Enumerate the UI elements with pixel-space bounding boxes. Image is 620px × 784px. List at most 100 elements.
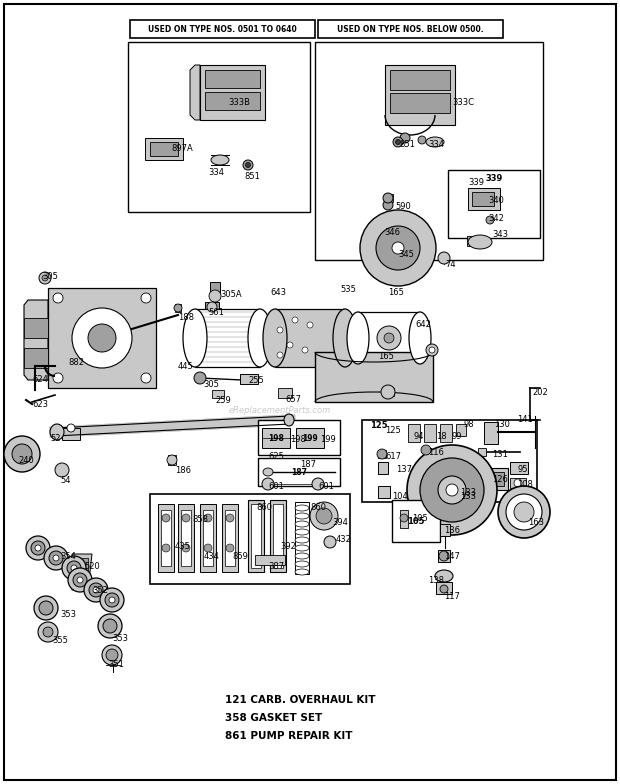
Circle shape: [246, 162, 250, 168]
Text: 240: 240: [18, 456, 33, 465]
Bar: [358, 312, 420, 364]
Text: 198: 198: [290, 435, 306, 444]
Circle shape: [226, 544, 234, 552]
Text: 882: 882: [68, 358, 84, 367]
Text: 445: 445: [178, 362, 193, 371]
Polygon shape: [24, 300, 48, 380]
Text: 860: 860: [310, 503, 326, 512]
Circle shape: [68, 568, 92, 592]
Text: 198: 198: [268, 434, 284, 442]
Circle shape: [98, 614, 122, 638]
Text: 199: 199: [320, 435, 336, 444]
Text: 104: 104: [392, 492, 408, 501]
Circle shape: [486, 216, 494, 224]
Circle shape: [62, 556, 86, 580]
Bar: [150, 494, 350, 584]
Text: 339: 339: [468, 178, 484, 187]
Text: 643: 643: [270, 288, 286, 297]
Text: 116: 116: [428, 448, 444, 457]
Circle shape: [383, 193, 393, 203]
Text: 851: 851: [244, 172, 260, 181]
Text: 94: 94: [413, 432, 423, 441]
Text: 163: 163: [528, 518, 544, 527]
Circle shape: [277, 327, 283, 333]
Bar: [378, 450, 386, 458]
Text: 355: 355: [52, 636, 68, 645]
Ellipse shape: [295, 505, 309, 511]
Bar: [392, 500, 440, 542]
Bar: [456, 424, 466, 436]
Circle shape: [302, 347, 308, 353]
Circle shape: [426, 344, 438, 356]
Circle shape: [438, 476, 466, 504]
Circle shape: [141, 293, 151, 303]
Circle shape: [324, 536, 336, 548]
Text: 305: 305: [42, 272, 58, 281]
Bar: [178, 504, 194, 572]
Bar: [175, 304, 181, 312]
Bar: [48, 288, 156, 388]
Circle shape: [109, 597, 115, 603]
Ellipse shape: [333, 309, 357, 367]
Bar: [205, 70, 260, 88]
Text: 133: 133: [460, 492, 476, 501]
Bar: [478, 448, 486, 456]
Circle shape: [55, 463, 69, 477]
Text: 54: 54: [60, 476, 71, 485]
Circle shape: [506, 494, 542, 530]
Circle shape: [39, 272, 51, 284]
Text: 561: 561: [208, 308, 224, 317]
Text: 165: 165: [388, 288, 404, 297]
Ellipse shape: [295, 553, 309, 559]
Bar: [400, 510, 408, 528]
Circle shape: [383, 200, 393, 210]
Circle shape: [162, 544, 170, 552]
Bar: [510, 478, 526, 488]
Circle shape: [105, 593, 119, 607]
Text: 137: 137: [396, 465, 412, 474]
Bar: [24, 318, 48, 338]
Text: USED ON TYPE NOS. BELOW 0500.: USED ON TYPE NOS. BELOW 0500.: [337, 24, 484, 34]
Circle shape: [49, 551, 63, 565]
Circle shape: [34, 596, 58, 620]
Circle shape: [393, 137, 403, 147]
Bar: [390, 93, 450, 113]
Text: 394: 394: [332, 518, 348, 527]
Circle shape: [4, 436, 40, 472]
Circle shape: [312, 478, 324, 490]
Bar: [275, 309, 345, 367]
Text: 339: 339: [485, 173, 503, 183]
Circle shape: [262, 478, 274, 490]
Circle shape: [77, 577, 83, 583]
Ellipse shape: [183, 309, 207, 367]
Text: 18: 18: [436, 432, 446, 441]
Bar: [145, 138, 183, 160]
Bar: [161, 510, 171, 566]
Bar: [295, 502, 309, 574]
Text: 202: 202: [532, 388, 547, 397]
Bar: [195, 309, 260, 367]
Circle shape: [400, 514, 408, 522]
Text: 897A: 897A: [171, 144, 193, 153]
Ellipse shape: [295, 545, 309, 551]
Bar: [225, 510, 235, 566]
Bar: [181, 510, 191, 566]
Circle shape: [53, 293, 63, 303]
Circle shape: [209, 290, 221, 302]
Bar: [467, 236, 479, 246]
Text: 199: 199: [302, 434, 318, 442]
Text: 334: 334: [428, 140, 444, 149]
Circle shape: [292, 317, 298, 323]
Circle shape: [67, 424, 75, 432]
Circle shape: [287, 342, 293, 348]
Text: 99: 99: [452, 432, 463, 441]
Circle shape: [514, 502, 534, 522]
Bar: [480, 468, 508, 490]
Text: 188: 188: [178, 313, 194, 322]
Bar: [128, 42, 310, 212]
Text: 435: 435: [175, 542, 191, 551]
Circle shape: [392, 242, 404, 254]
Ellipse shape: [468, 235, 492, 249]
Circle shape: [93, 587, 99, 593]
Bar: [24, 348, 48, 368]
